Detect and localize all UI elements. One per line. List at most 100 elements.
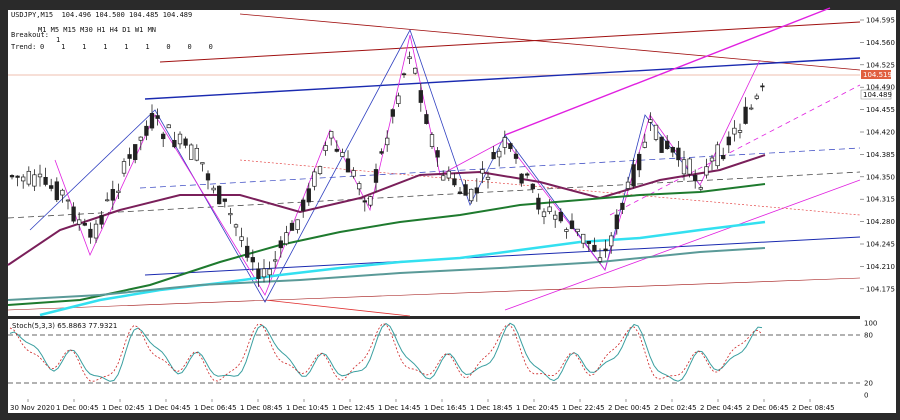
candle-body	[329, 131, 334, 139]
main-plot-area[interactable]	[8, 10, 860, 316]
time-tick-label: 1 Dec 02:45	[102, 404, 145, 412]
candle-body	[558, 212, 563, 222]
candle-body	[480, 169, 485, 174]
candle-body	[497, 150, 502, 158]
candle-body	[177, 133, 183, 145]
candle-body	[127, 154, 132, 159]
candle-body	[77, 219, 82, 225]
candle-body	[60, 189, 65, 196]
candle-body	[743, 106, 748, 124]
candle-body	[362, 200, 367, 203]
time-tick-label: 1 Dec 20:45	[516, 404, 559, 412]
candle-body	[424, 114, 429, 124]
time-tick-label: 1 Dec 06:45	[194, 404, 237, 412]
current-price-label: 104.519	[863, 71, 892, 79]
candle-body	[88, 228, 93, 238]
ma-green	[7, 183, 766, 306]
time-tick-label: 1 Dec 12:45	[332, 404, 375, 412]
symbol-line: USDJPY,M15 104.496 104.500 104.485 104.4…	[11, 11, 193, 19]
price-tick-label: 104.560	[866, 39, 895, 47]
candle-body	[670, 147, 675, 153]
stoch-tick-label: 80	[864, 332, 873, 340]
candle-body	[586, 240, 591, 244]
price-tick-label: 104.350	[866, 173, 895, 181]
candle-body	[648, 119, 653, 123]
candle-body	[357, 183, 362, 190]
candle-body	[267, 268, 272, 276]
candle-body	[183, 138, 188, 146]
bid-price-tag	[860, 89, 892, 100]
candle-body	[614, 214, 619, 230]
ma-teal	[7, 247, 766, 301]
candle-body	[575, 228, 580, 233]
time-tick-label: 2 Dec 04:45	[700, 404, 743, 412]
candle-body	[116, 190, 121, 193]
time-axis	[8, 399, 896, 413]
candle-body	[278, 240, 283, 249]
candle-body	[418, 90, 423, 103]
stoch-main-line	[9, 322, 763, 382]
candle-body	[110, 188, 115, 201]
stoch-plot-area[interactable]	[8, 319, 860, 399]
time-tick-label: 1 Dec 00:45	[56, 404, 99, 412]
time-tick-label: 30 Nov 2020	[10, 404, 55, 412]
candle-body	[312, 171, 317, 187]
candle-body	[435, 150, 440, 158]
candle-body	[536, 197, 541, 210]
stoch-tick-label: 20	[864, 380, 873, 388]
breakout-label: Breakout:	[11, 31, 49, 39]
candle-body	[760, 85, 765, 88]
candle-body	[37, 173, 43, 178]
stoch-tick-label: 100	[864, 320, 877, 328]
stoch-tick-label: 0	[864, 392, 868, 400]
candle-body	[396, 95, 401, 105]
bid-price-label: 104.489	[863, 91, 892, 99]
candle-body	[541, 211, 547, 218]
candle-body	[200, 162, 205, 165]
candle-body	[463, 184, 468, 196]
candle-body	[239, 236, 244, 241]
channel-magenta-mid	[609, 84, 861, 216]
candle-body	[32, 174, 37, 187]
candle-body	[261, 268, 267, 278]
price-tick-label: 104.280	[866, 218, 895, 226]
candle-body	[172, 139, 177, 148]
trend-label: Trend:	[11, 43, 37, 51]
candle-body	[653, 124, 659, 140]
candle-body	[256, 268, 261, 279]
red-bottom-line	[264, 299, 411, 317]
candle-body	[189, 144, 194, 160]
time-tick-label: 1 Dec 22:45	[562, 404, 605, 412]
candle-body	[715, 144, 720, 167]
candle-body	[54, 181, 59, 201]
candle-body	[485, 176, 491, 180]
price-tick-label: 104.525	[866, 61, 895, 69]
candle-body	[26, 170, 31, 185]
candle-body	[513, 153, 519, 159]
candle-body	[289, 222, 295, 231]
trend-values: 0 1 1 1 1 1 0 0 0	[40, 43, 213, 51]
candle-body	[317, 166, 323, 175]
candle-body	[105, 199, 110, 202]
candle-body	[732, 127, 737, 135]
time-tick-label: 1 Dec 18:45	[470, 404, 513, 412]
candle-body	[597, 257, 603, 262]
candle-body	[21, 176, 26, 182]
candle-body	[161, 133, 166, 140]
candle-body	[441, 175, 446, 181]
price-tick-label: 104.315	[866, 196, 895, 204]
candle-body	[334, 148, 339, 152]
stoch-signal-line	[9, 323, 763, 382]
candle-body	[681, 159, 687, 175]
candle-body	[93, 223, 99, 239]
candle-body	[368, 196, 373, 206]
zigzag-magenta	[54, 34, 761, 296]
candle-body	[217, 185, 222, 205]
candle-body	[99, 215, 104, 225]
candle-body	[155, 115, 160, 119]
candle-body	[65, 199, 71, 202]
candle-body	[144, 125, 149, 136]
candle-body	[547, 206, 552, 212]
